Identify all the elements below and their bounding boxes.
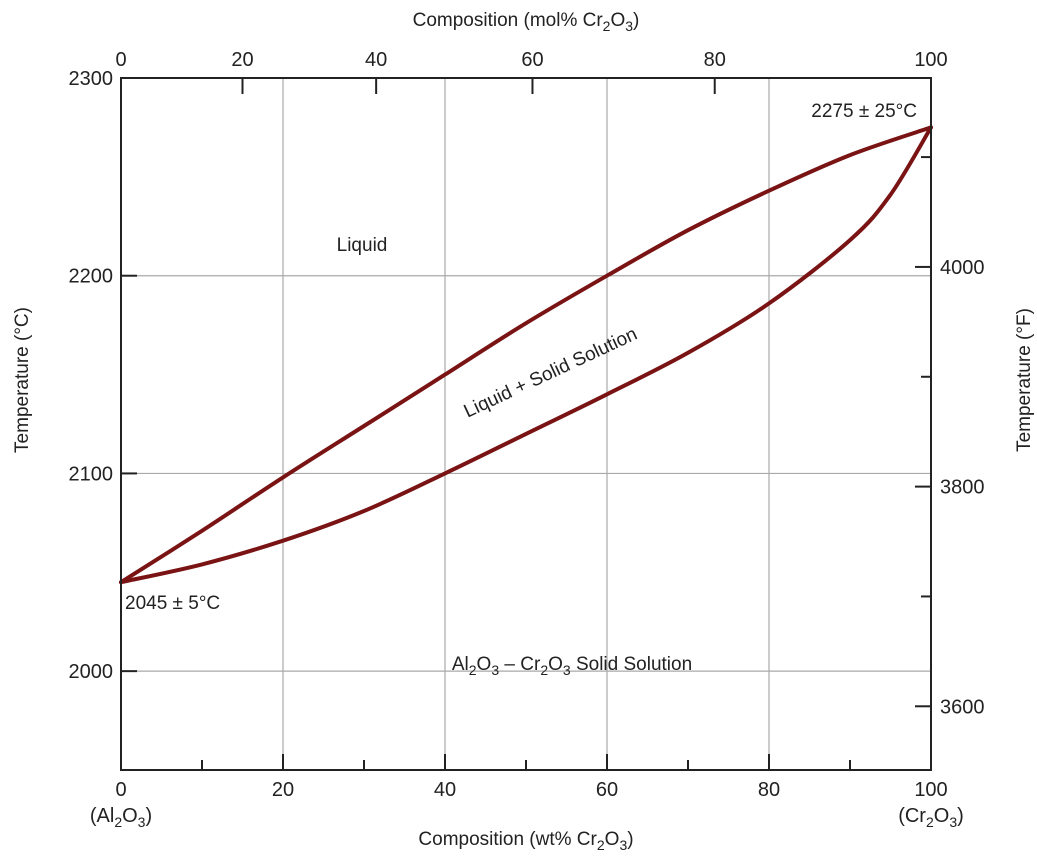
- region-label-solid-solution-part: 3: [563, 662, 571, 678]
- melting-point-cr2o3: 2275 ± 25°C: [811, 101, 917, 122]
- region-label-solid-solution-part: Al: [452, 654, 469, 675]
- x-tick-label: 40: [434, 779, 456, 801]
- x-end-label-cr2o3-part: (Cr: [898, 805, 926, 827]
- x-end-label-al2o3-part: ): [145, 805, 152, 827]
- x-tick-label: 100: [914, 779, 947, 801]
- tick-labels: 0 20 40 60 80 100 0 20 40 60 80 100 2000 2100 2200 2300…: [69, 49, 985, 801]
- y2-tick-label: 3600: [940, 696, 985, 718]
- region-label-solid-solution: Al2O3 – Cr2O3 Solid Solution: [452, 654, 692, 678]
- y-tick-label: 2100: [69, 463, 114, 485]
- x-end-label-al2o3-part: 2: [114, 814, 122, 830]
- region-label-solid-solution-part: – Cr: [499, 654, 541, 675]
- x-axis-title-part: ): [627, 829, 633, 850]
- region-label-solid-solution-part: O: [548, 654, 563, 675]
- x2-tick-label: 60: [521, 49, 543, 71]
- region-label-solid-solution-part: 2: [469, 662, 477, 678]
- x-tick-label: 0: [115, 779, 126, 801]
- y-tick-label: 2000: [69, 661, 114, 683]
- x-axis-title-part: 3: [619, 837, 627, 853]
- x-end-label-cr2o3-part: ): [957, 805, 964, 827]
- solidus-curve: [119, 125, 933, 585]
- x2-tick-label: 20: [231, 49, 253, 71]
- x2-axis-title-part: 2: [603, 18, 611, 34]
- region-label-solid-solution-part: O: [477, 654, 492, 675]
- y2-tick-label: 3800: [940, 477, 985, 499]
- x-axis-title-part: Composition (wt% Cr: [418, 829, 597, 850]
- phase-curves: [119, 125, 933, 585]
- region-label-solid-solution-part: Solid Solution: [571, 654, 692, 675]
- x2-axis-title-part: 3: [625, 18, 633, 34]
- x2-tick-label: 0: [115, 49, 126, 71]
- x-end-label-al2o3: (Al2O3): [90, 805, 152, 830]
- y-axis-title: Temperature (°C): [12, 307, 33, 453]
- region-label-liquid: Liquid: [337, 235, 388, 256]
- x-end-label-al2o3-part: 3: [138, 814, 146, 830]
- y2-axis-title: Temperature (°F): [1014, 308, 1035, 452]
- x-axis-title: Composition (wt% Cr2O3): [418, 829, 633, 853]
- x-end-label-cr2o3-part: 2: [926, 814, 934, 830]
- x-end-label-cr2o3-part: 3: [949, 814, 957, 830]
- melting-point-al2o3: 2045 ± 5°C: [125, 593, 220, 614]
- x-end-label-al2o3-part: O: [122, 805, 138, 827]
- grid-lines: [121, 78, 931, 770]
- x-axis-title-part: O: [605, 829, 620, 850]
- x2-axis-title-part: O: [610, 10, 625, 31]
- x-end-label-cr2o3: (Cr2O3): [898, 805, 964, 830]
- y-tick-label: 2200: [69, 266, 114, 288]
- x2-tick-label: 40: [365, 49, 387, 71]
- x-tick-label: 20: [272, 779, 294, 801]
- x-axis-title-part: 2: [597, 837, 605, 853]
- x2-tick-label: 80: [704, 49, 726, 71]
- region-label-solid-solution-part: 3: [491, 662, 499, 678]
- x-tick-label: 80: [758, 779, 780, 801]
- x2-axis-title: Composition (mol% Cr2O3): [413, 10, 640, 34]
- axis-ticks: [120, 77, 932, 770]
- x-end-label-al2o3-part: (Al: [90, 805, 114, 827]
- y-tick-label: 2300: [69, 68, 114, 90]
- x-tick-label: 60: [596, 779, 618, 801]
- x-end-label-cr2o3-part: O: [934, 805, 950, 827]
- x2-axis-title-part: Composition (mol% Cr: [413, 10, 604, 31]
- x2-tick-label: 100: [914, 49, 947, 71]
- x2-axis-title-part: ): [633, 10, 639, 31]
- region-label-two-phase: Liquid + Solid Solution: [461, 324, 641, 423]
- y2-tick-label: 4000: [940, 257, 985, 279]
- liquidus-curve: [119, 125, 933, 585]
- region-label-solid-solution-part: 2: [540, 662, 548, 678]
